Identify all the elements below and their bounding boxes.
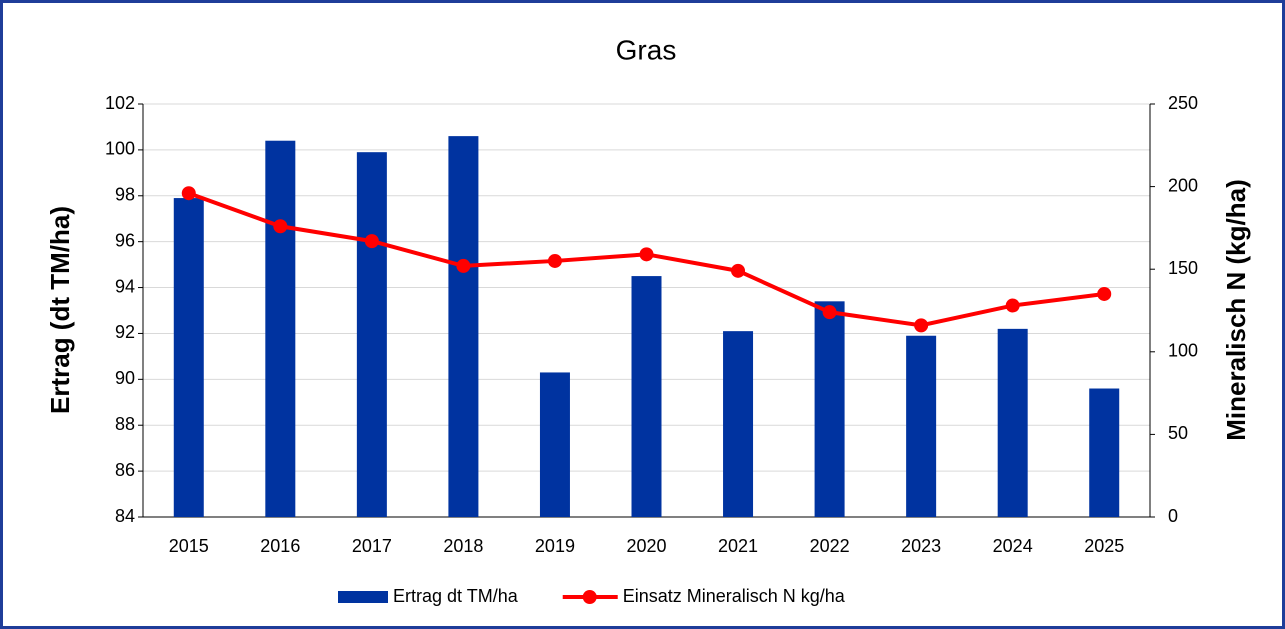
y-tick-label: 96 xyxy=(115,230,135,250)
y2-axis-title: Mineralisch N (kg/ha) xyxy=(1221,179,1251,441)
marker xyxy=(456,258,471,273)
y2-tick-label: 150 xyxy=(1168,258,1198,278)
bar xyxy=(814,301,845,517)
x-tick-label: 2024 xyxy=(993,536,1033,556)
bar xyxy=(539,372,570,517)
bar xyxy=(906,335,937,517)
legend-label: Einsatz Mineralisch N kg/ha xyxy=(623,586,846,606)
x-tick-label: 2019 xyxy=(535,536,575,556)
y2-tick-label: 0 xyxy=(1168,506,1178,526)
x-tick-label: 2018 xyxy=(443,536,483,556)
x-tick-label: 2017 xyxy=(352,536,392,556)
y-tick-label: 100 xyxy=(105,139,135,159)
bar xyxy=(723,331,754,517)
legend-label: Ertrag dt TM/ha xyxy=(393,586,519,606)
marker xyxy=(731,263,746,278)
marker xyxy=(547,253,562,268)
marker xyxy=(914,318,929,333)
y-tick-label: 84 xyxy=(115,506,135,526)
y2-tick-label: 250 xyxy=(1168,93,1198,113)
y-tick-label: 86 xyxy=(115,460,135,480)
bar xyxy=(997,328,1028,517)
y-tick-label: 102 xyxy=(105,93,135,113)
x-tick-label: 2015 xyxy=(169,536,209,556)
y-tick-label: 98 xyxy=(115,185,135,205)
y-tick-label: 88 xyxy=(115,414,135,434)
x-tick-label: 2022 xyxy=(810,536,850,556)
legend-marker xyxy=(582,590,597,604)
y2-tick-label: 100 xyxy=(1168,341,1198,361)
marker xyxy=(639,247,654,262)
x-tick-label: 2020 xyxy=(626,536,666,556)
x-tick-label: 2025 xyxy=(1084,536,1124,556)
bar xyxy=(1089,388,1120,517)
y-axis-title: Ertrag (dt TM/ha) xyxy=(45,206,75,414)
y2-tick-label: 200 xyxy=(1168,175,1198,195)
y-tick-label: 90 xyxy=(115,368,135,388)
x-tick-label: 2016 xyxy=(260,536,300,556)
x-tick-label: 2021 xyxy=(718,536,758,556)
bar xyxy=(631,276,662,517)
marker xyxy=(273,219,288,234)
x-tick-label: 2023 xyxy=(901,536,941,556)
legend-swatch xyxy=(338,591,388,603)
marker xyxy=(1097,286,1112,301)
y-tick-label: 92 xyxy=(115,322,135,342)
bar xyxy=(265,140,296,517)
bar xyxy=(448,136,479,517)
bar xyxy=(173,198,204,518)
marker xyxy=(822,305,837,320)
marker xyxy=(364,234,379,249)
chart-title: Gras xyxy=(616,34,677,65)
bar xyxy=(356,152,387,517)
marker xyxy=(181,186,196,201)
marker xyxy=(1005,298,1020,313)
y2-tick-label: 50 xyxy=(1168,423,1188,443)
y-tick-label: 94 xyxy=(115,276,135,296)
